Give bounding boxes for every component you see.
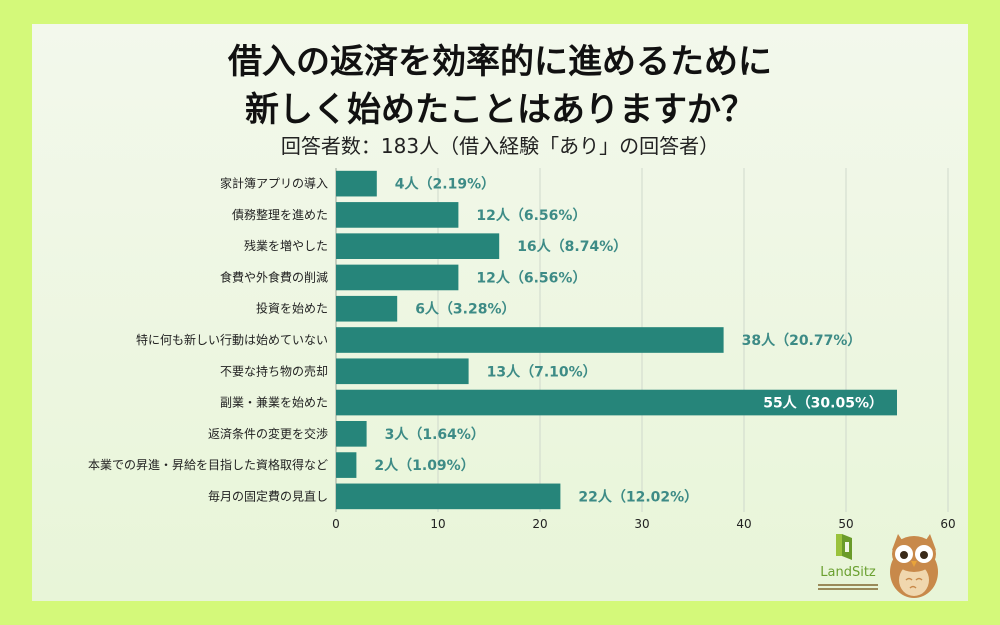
x-tick-label: 20: [532, 517, 547, 531]
data-label: 3人（1.64%）: [385, 426, 485, 443]
bar: [336, 170, 377, 197]
data-label: 2人（1.09%）: [374, 457, 474, 474]
bar: [336, 295, 398, 322]
bar: [336, 452, 357, 478]
bar: [336, 327, 724, 353]
data-label: 22人（12.02%）: [578, 488, 698, 505]
bar: [336, 389, 897, 416]
data-label: 6人（3.28%）: [415, 301, 515, 318]
category-label: 債務整理を進めた: [232, 207, 328, 222]
x-tick-label: 10: [430, 517, 445, 531]
data-label: 4人（2.19%）: [395, 176, 495, 193]
chart-subtitle: 回答者数：183人（借入経験「あり」の回答者）: [280, 134, 720, 158]
category-label: 食費や外食費の削減: [220, 269, 328, 284]
data-label: 38人（20.77%）: [742, 332, 862, 349]
chart-title-line1: 借入の返済を効率的に進めるために: [228, 42, 772, 82]
data-label: 16人（8.74%）: [517, 238, 627, 255]
bar: [336, 264, 459, 291]
category-label: 残業を増やした: [244, 239, 328, 253]
category-label: 毎月の固定費の見直し: [208, 488, 328, 503]
landsitz-logo: LandSitz: [818, 534, 878, 590]
category-label: 特に何も新しい行動は始めていない: [136, 332, 328, 347]
category-label: 副業・兼業を始めた: [220, 396, 328, 410]
data-label: 13人（7.10%）: [487, 363, 597, 380]
bar: [336, 483, 561, 510]
category-label: 家計簿アプリの導入: [220, 176, 328, 191]
category-label: 不要な持ち物の売却: [220, 363, 328, 378]
x-tick-label: 40: [736, 517, 751, 531]
x-tick-label: 50: [838, 517, 853, 531]
category-label: 投資を始めた: [256, 301, 328, 316]
owl-mascot-icon: [890, 534, 938, 598]
bar: [336, 358, 469, 385]
data-label: 12人（6.56%）: [476, 207, 586, 224]
logo-wordmark: LandSitz: [820, 565, 876, 580]
category-label: 本業での昇進・昇給を目指した資格取得など: [88, 457, 328, 472]
data-label: 55人（30.05%）: [763, 395, 883, 412]
x-tick-label: 0: [332, 517, 340, 531]
bar: [336, 233, 500, 260]
x-tick-label: 60: [940, 517, 955, 531]
chart-title-line2: 新しく始めたことはありますか？: [245, 90, 755, 130]
category-label: 返済条件の変更を交渉: [208, 426, 328, 441]
bar: [336, 420, 367, 447]
data-label: 12人（6.56%）: [476, 269, 586, 286]
bar: [336, 202, 459, 228]
x-tick-label: 30: [634, 517, 649, 531]
